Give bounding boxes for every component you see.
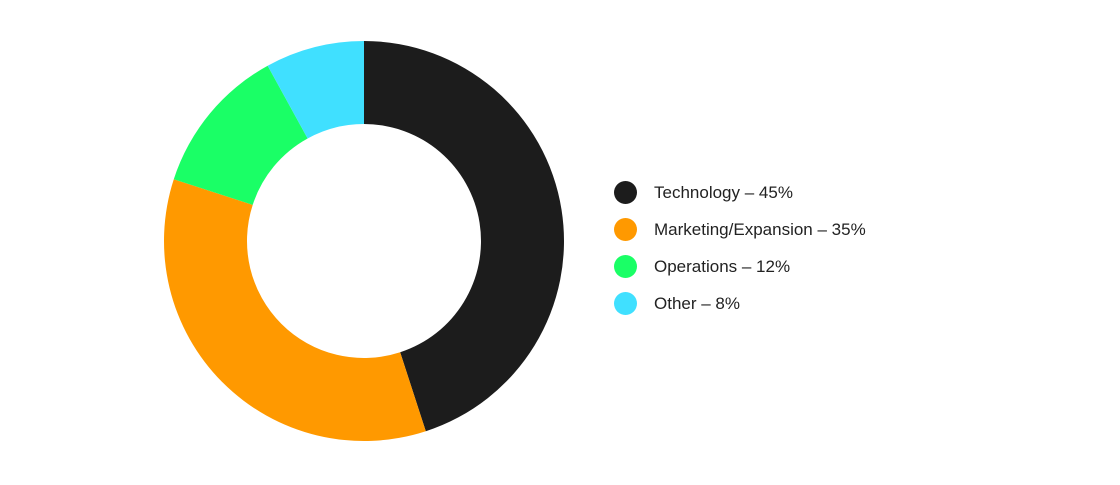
legend-item-operations: Operations – 12% bbox=[614, 248, 866, 285]
legend-swatch bbox=[614, 218, 637, 241]
legend-label: Marketing/Expansion – 35% bbox=[654, 219, 866, 239]
legend-item-marketing: Marketing/Expansion – 35% bbox=[614, 211, 866, 248]
legend-swatch bbox=[614, 292, 637, 315]
legend-swatch bbox=[614, 181, 637, 204]
slice-other bbox=[267, 41, 364, 139]
legend-item-technology: Technology – 45% bbox=[614, 174, 866, 211]
legend-swatch bbox=[614, 255, 637, 278]
slice-operations bbox=[173, 65, 308, 205]
legend-label: Operations – 12% bbox=[654, 256, 791, 276]
legend-label: Technology – 45% bbox=[654, 182, 793, 202]
legend: Technology – 45% Marketing/Expansion – 3… bbox=[614, 174, 866, 322]
slice-technology bbox=[364, 41, 564, 432]
slice-marketing-expansion bbox=[164, 179, 426, 441]
legend-item-other: Other – 8% bbox=[614, 285, 866, 322]
legend-label: Other – 8% bbox=[654, 293, 740, 313]
